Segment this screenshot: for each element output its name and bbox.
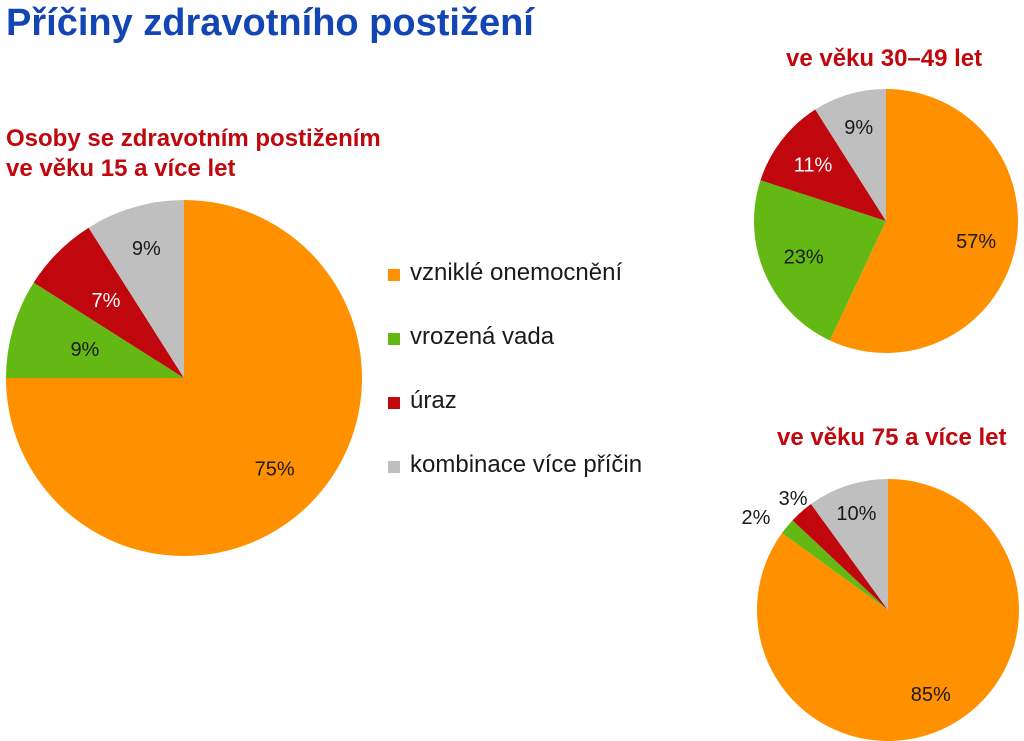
legend-swatch <box>388 269 400 281</box>
pie-slice-uraz <box>33 227 185 378</box>
data-label-uraz: 11% <box>794 154 833 176</box>
data-label-uraz: 7% <box>92 290 121 312</box>
chart-title-line: Osoby se zdravotním postižením <box>6 125 381 152</box>
pie-chart-75-plus: 85% 2% 3% 10% <box>741 479 1020 741</box>
data-label-vznikle-onemocneni: 57% <box>956 231 996 253</box>
data-label-vznikle-onemocneni: 75% <box>255 459 295 481</box>
legend-item: úraz <box>388 386 668 416</box>
legend-label: vzniklé onemocnění <box>410 259 623 286</box>
data-label-kombinace-vice-pricin: 9% <box>132 238 161 260</box>
pie-slice-vrozena-vada <box>753 180 886 341</box>
chart-title-30-49: ve věku 30–49 let <box>786 45 983 72</box>
pie-slice-vrozena-vada <box>6 282 184 378</box>
pie-slice-kombinace-vice-pricin <box>88 200 184 378</box>
pie-chart-15-plus: 75% 9% 7% 9% <box>6 200 362 556</box>
legend-label: vrozená vada <box>410 323 555 350</box>
legend-swatch <box>388 397 400 409</box>
legend-swatch <box>388 461 400 473</box>
data-label-vrozena-vada: 23% <box>784 247 824 269</box>
legend-label: kombinace více příčin <box>410 451 643 478</box>
chart-title-line: ve věku 15 a více let <box>6 155 236 182</box>
data-label-kombinace-vice-pricin: 10% <box>836 503 876 525</box>
chart-legend: vzniklé onemocnění vrozená vada úraz kom… <box>388 258 668 514</box>
data-label-kombinace-vice-pricin: 9% <box>844 117 873 139</box>
pie-slice-uraz <box>760 109 886 221</box>
data-label-vznikle-onemocneni: 85% <box>911 684 951 706</box>
data-label-uraz: 3% <box>779 488 808 510</box>
legend-item: vzniklé onemocnění <box>388 258 668 288</box>
pie-slice-kombinace-vice-pricin <box>811 479 888 610</box>
legend-item: kombinace více příčin <box>388 450 668 480</box>
pie-chart-30-49: 57% 23% 11% 9% <box>753 89 1018 353</box>
data-label-vrozena-vada: 9% <box>70 339 99 361</box>
legend-swatch <box>388 333 400 345</box>
chart-title-15-plus: Osoby se zdravotním postižením ve věku 1… <box>6 124 381 184</box>
pie-slice-kombinace-vice-pricin <box>815 89 886 221</box>
legend-item: vrozená vada <box>388 322 668 352</box>
pie-slice-vrozena-vada <box>782 520 888 610</box>
chart-title-75-plus: ve věku 75 a více let <box>777 424 1007 451</box>
pie-slice-uraz <box>792 504 888 610</box>
pie-slice-vznikle-onemocneni <box>757 479 1020 741</box>
data-label-vrozena-vada: 2% <box>741 507 770 529</box>
legend-label: úraz <box>410 387 457 414</box>
page-title: Příčiny zdravotního postižení <box>6 2 534 44</box>
pie-slice-vznikle-onemocneni <box>829 89 1018 353</box>
